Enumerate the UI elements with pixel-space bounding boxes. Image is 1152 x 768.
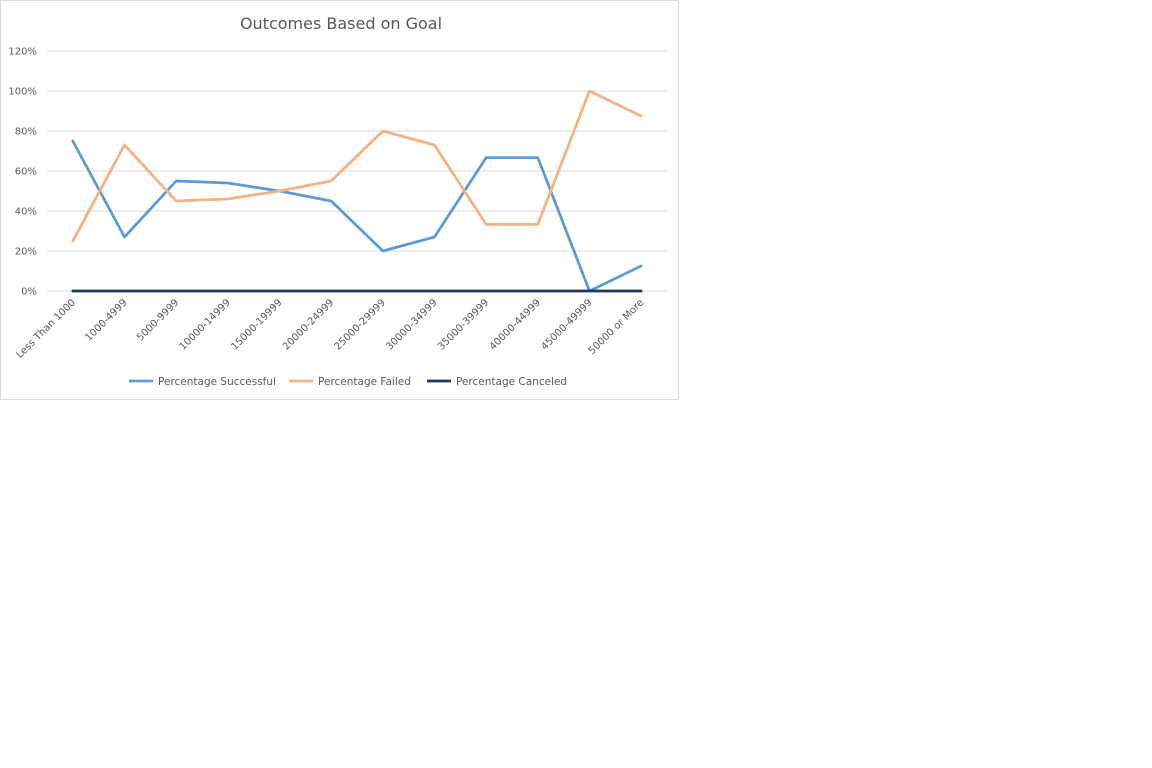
line-chart: Outcomes Based on Goal 0% 20% 40% 60% 80% 100… — [8, 14, 667, 388]
x-tick-label: 5000-9999 — [135, 297, 181, 343]
legend-label: Percentage Failed — [318, 376, 411, 388]
y-tick-label: 100% — [8, 87, 37, 98]
y-tick-label: 60% — [15, 167, 37, 178]
legend-item-percentage-failed[interactable]: Percentage Failed — [289, 376, 411, 388]
x-tick-label: 25000-29999 — [333, 297, 388, 352]
x-tick-label: 20000-24999 — [281, 297, 336, 352]
legend[interactable]: Percentage Successful Percentage Failed Pe… — [129, 376, 567, 388]
legend-item-percentage-successful[interactable]: Percentage Successful — [129, 376, 276, 388]
y-axis-ticks: 0% 20% 40% 60% 80% 100% 120% — [8, 47, 37, 298]
y-tick-label: 40% — [15, 207, 37, 218]
legend-label: Percentage Canceled — [456, 376, 567, 388]
legend-label: Percentage Successful — [158, 376, 276, 388]
x-tick-label: 1000-4999 — [83, 297, 129, 343]
x-tick-label: 50000 or More — [587, 297, 647, 357]
x-tick-label: 35000-39999 — [436, 297, 491, 352]
series-lines — [71, 89, 643, 293]
x-tick-label: Less Than 1000 — [15, 297, 78, 360]
y-tick-label: 120% — [8, 47, 37, 58]
legend-item-percentage-canceled[interactable]: Percentage Canceled — [427, 376, 567, 388]
percentage-failed-line — [71, 89, 643, 243]
x-axis-ticks: Less Than 1000 1000-4999 5000-999910000-14… — [15, 297, 647, 360]
chart-area: Outcomes Based on Goal 0% 20% 40% 60% 80% 100… — [0, 0, 679, 400]
x-tick-label: 30000-34999 — [384, 297, 439, 352]
chart-title: Outcomes Based on Goal — [240, 14, 442, 33]
y-tick-label: 20% — [15, 247, 37, 258]
x-tick-label: 40000-44999 — [488, 297, 543, 352]
percentage-successful-line — [71, 139, 643, 293]
y-tick-label: 80% — [15, 127, 37, 138]
y-tick-label: 0% — [21, 287, 37, 298]
x-tick-label: 45000-49999 — [539, 297, 594, 352]
gridlines — [47, 50, 667, 292]
x-tick-label: 10000-14999 — [178, 297, 233, 352]
x-tick-label: 15000-19999 — [229, 297, 284, 352]
